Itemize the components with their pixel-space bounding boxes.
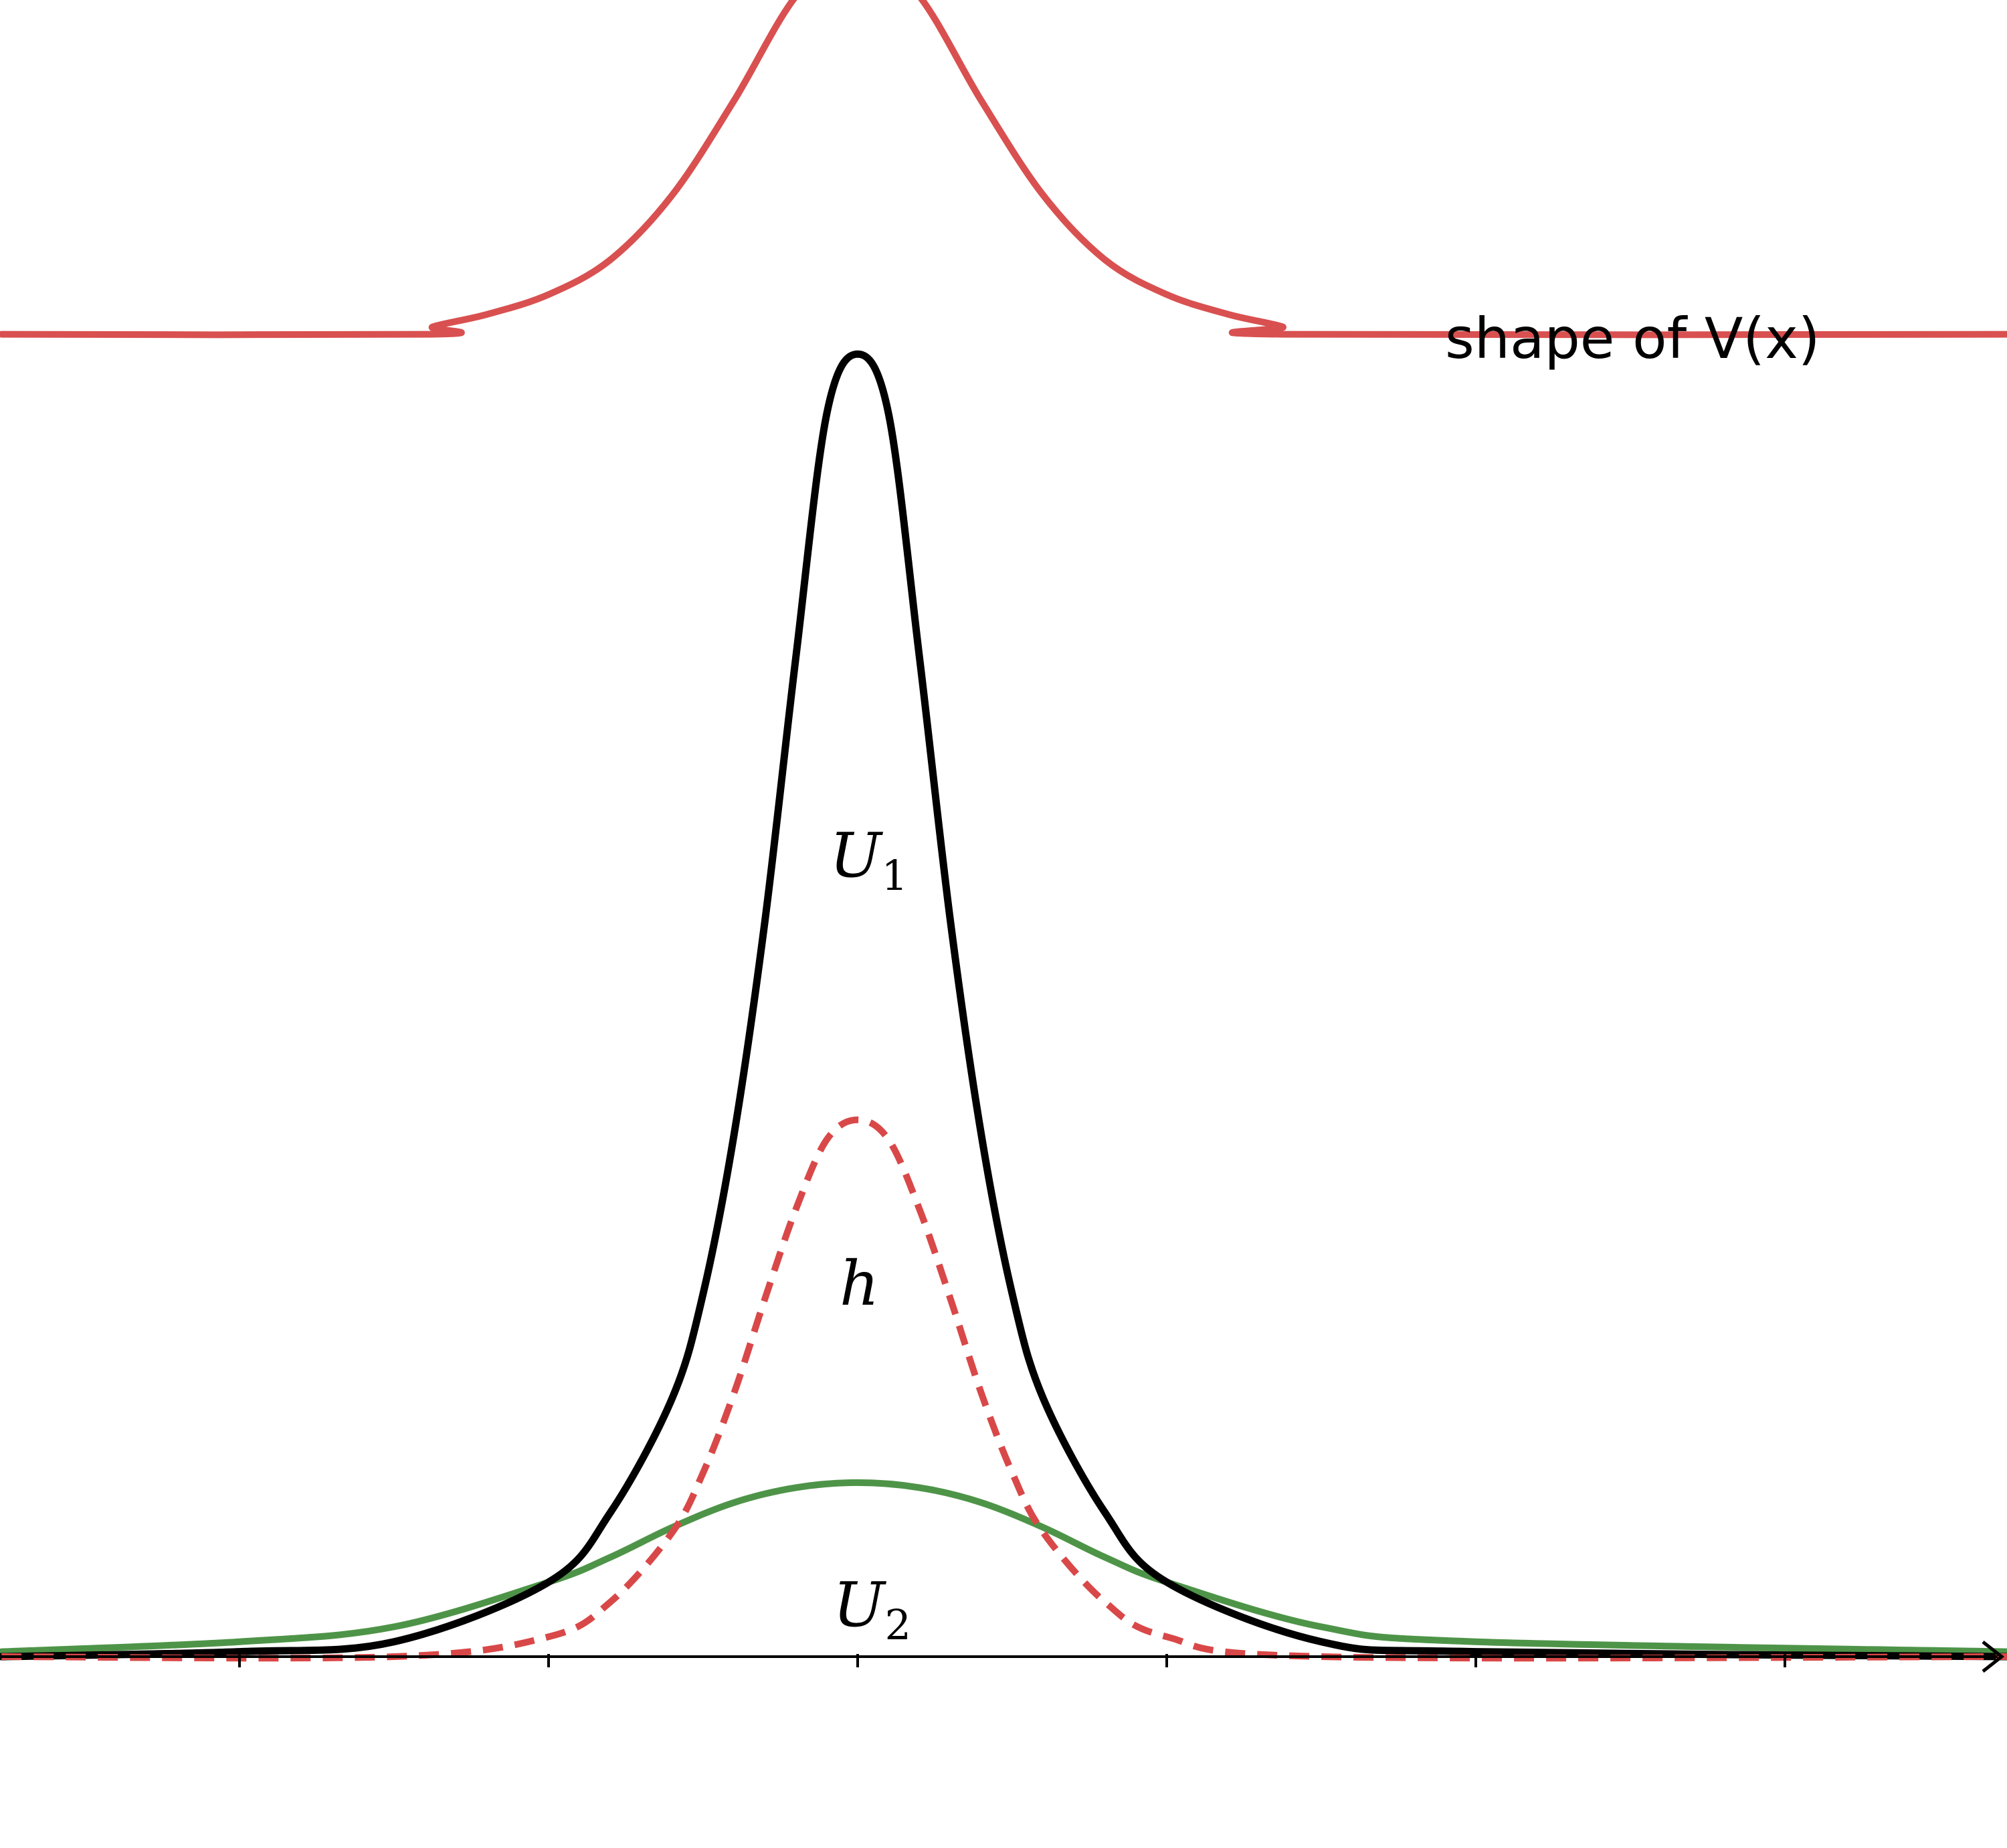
series-v-curve — [0, 0, 2007, 339]
series-u1-curve — [0, 350, 2007, 1661]
axis-layer — [0, 1641, 2005, 1673]
u1-label: U1 — [830, 820, 908, 900]
x-axis-arrow — [1982, 1641, 2005, 1673]
u2-label-main: U — [833, 1569, 887, 1641]
u2-label-subscript: 2 — [885, 1600, 911, 1649]
series-layer — [0, 0, 2007, 1662]
u1-label-subscript: 1 — [882, 851, 908, 900]
v-shape-label: shape of V(x) — [1445, 306, 1820, 371]
u1-label-main: U — [830, 820, 884, 891]
u2-label: U2 — [833, 1569, 911, 1649]
h-label: h — [840, 1248, 879, 1319]
series-h-curve — [1, 1116, 2007, 1662]
series-u2-curve — [0, 1479, 2007, 1655]
